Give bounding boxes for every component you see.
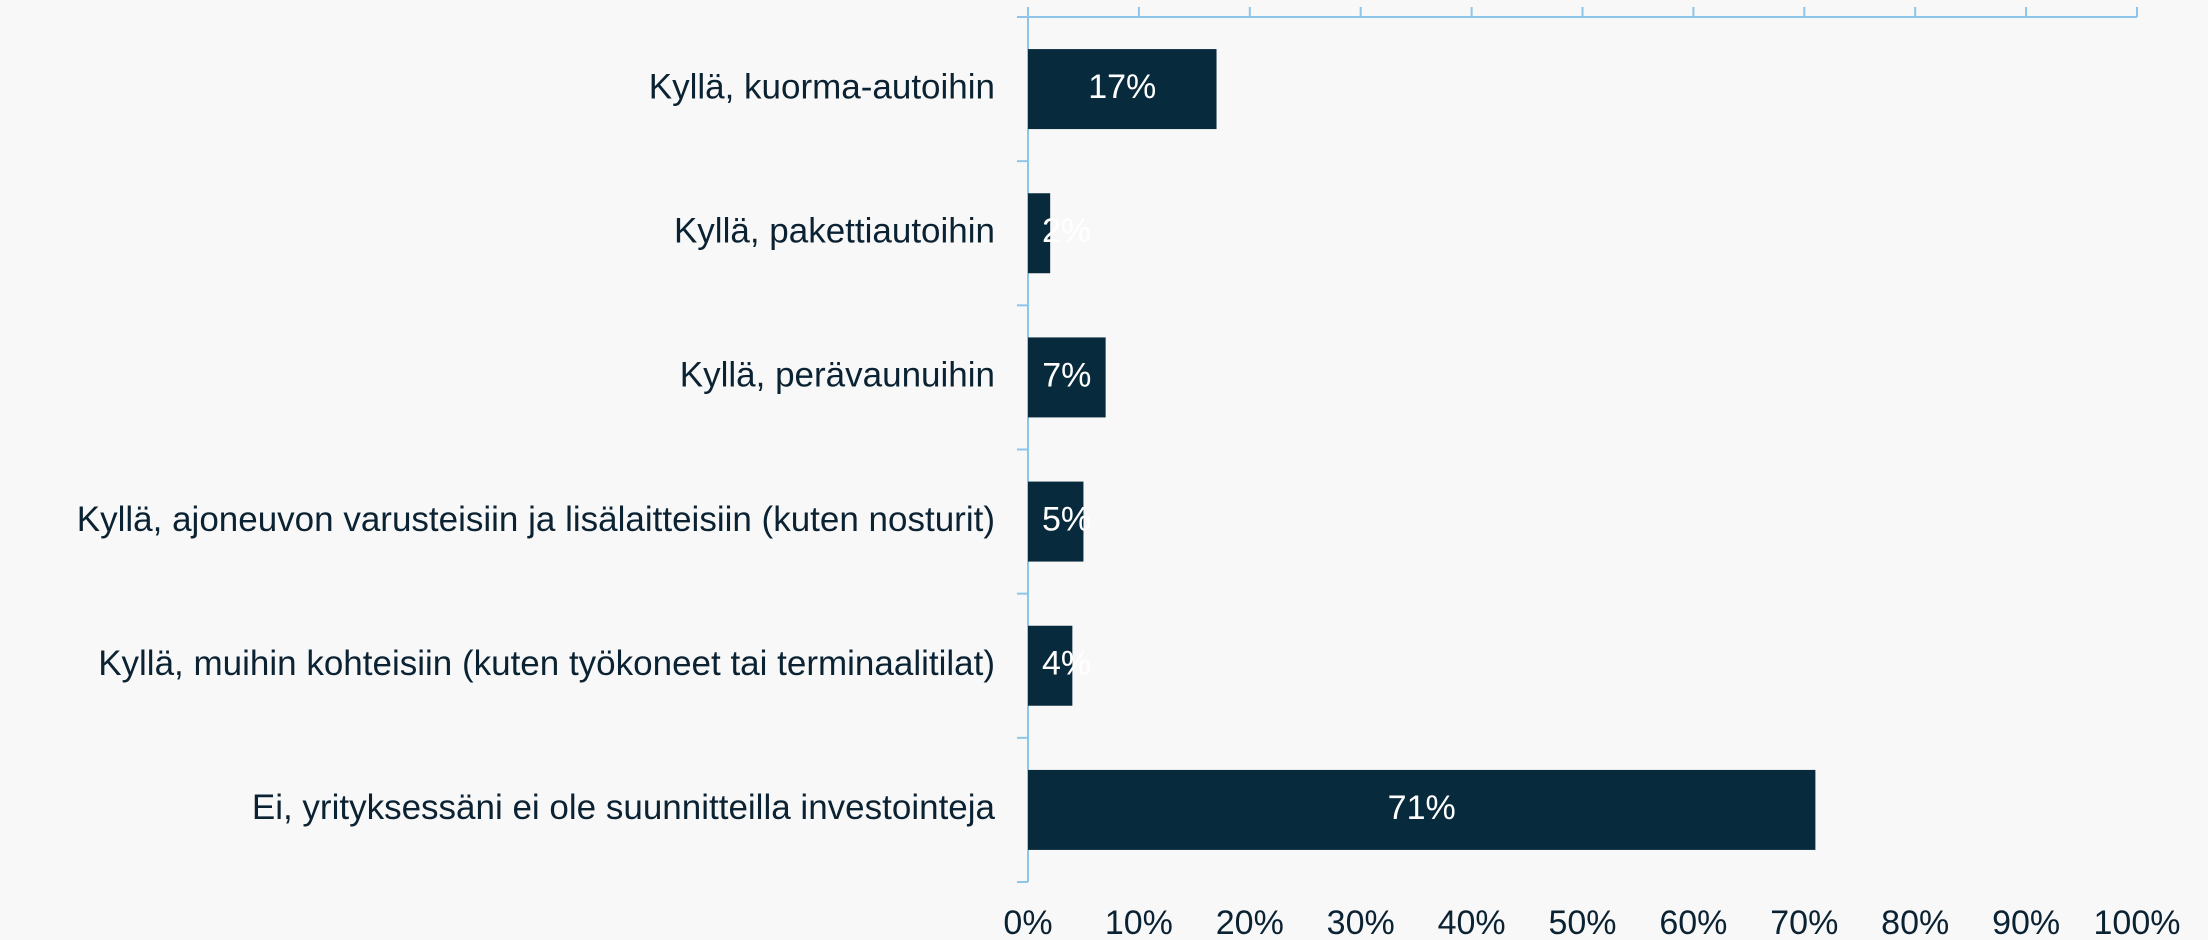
category-label: Kyllä, muihin kohteisiin (kuten työkonee…	[98, 644, 995, 683]
category-label: Kyllä, ajoneuvon varusteisiin ja lisälai…	[77, 500, 995, 539]
value-label: 5%	[1042, 501, 1091, 539]
bar	[1028, 49, 1217, 130]
category-label: Kyllä, kuorma-autoihin	[649, 67, 995, 106]
value-label: 71%	[1388, 789, 1456, 827]
x-tick-label: 20%	[1216, 904, 1284, 940]
category-label: Ei, yrityksessäni ei ole suunnitteilla i…	[252, 788, 996, 827]
category-label: Kyllä, perävaunuihin	[680, 356, 995, 395]
x-tick-label: 30%	[1327, 904, 1395, 940]
bar	[1028, 193, 1051, 274]
x-tick-label: 0%	[1003, 904, 1052, 940]
x-tick-label: 80%	[1881, 904, 1949, 940]
x-tick-label: 40%	[1438, 904, 1506, 940]
x-tick-label: 90%	[1992, 904, 2060, 940]
bar	[1028, 481, 1084, 562]
value-label: 17%	[1088, 68, 1156, 106]
category-label: Kyllä, pakettiautoihin	[674, 212, 995, 251]
x-tick-label: 60%	[1659, 904, 1727, 940]
x-tick-label: 10%	[1105, 904, 1173, 940]
x-tick-label: 50%	[1548, 904, 1616, 940]
value-label: 4%	[1042, 645, 1091, 683]
value-label: 7%	[1042, 356, 1091, 394]
bar	[1028, 769, 1816, 850]
bar	[1028, 337, 1106, 418]
bar	[1028, 625, 1073, 706]
x-tick-label: 70%	[1770, 904, 1838, 940]
value-label: 2%	[1042, 212, 1091, 250]
x-tick-label: 100%	[2094, 904, 2181, 940]
